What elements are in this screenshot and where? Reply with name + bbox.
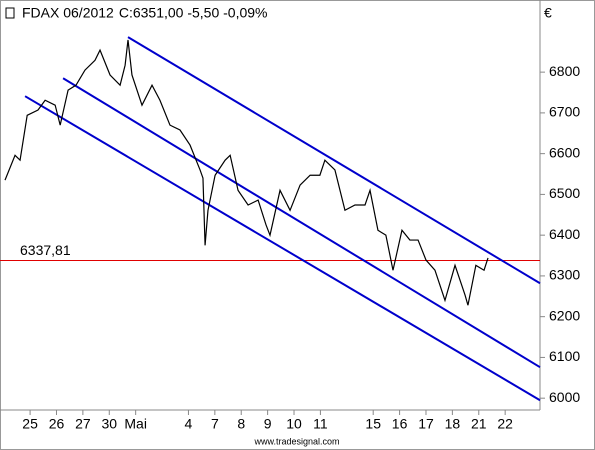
y-tick-label: 6100 bbox=[549, 348, 580, 364]
x-tick-label: 10 bbox=[286, 416, 302, 432]
chart-subtitle: C:6351,00 -5,50 -0,09% bbox=[119, 5, 268, 21]
x-tick-label: 7 bbox=[211, 416, 219, 432]
y-tick-label: 6700 bbox=[549, 104, 580, 120]
x-tick-label: 22 bbox=[497, 416, 513, 432]
x-tick-label: 21 bbox=[471, 416, 487, 432]
axis-unit: € bbox=[544, 5, 552, 21]
x-tick-label: 15 bbox=[365, 416, 381, 432]
y-tick-label: 6200 bbox=[549, 307, 580, 323]
x-tick-label: 30 bbox=[101, 416, 117, 432]
x-tick-label: 9 bbox=[264, 416, 272, 432]
x-tick-label: 16 bbox=[392, 416, 408, 432]
title-icon bbox=[5, 7, 15, 19]
price-line bbox=[4, 39, 489, 306]
y-tick-label: 6500 bbox=[549, 185, 580, 201]
source: www.tradesignal.com bbox=[253, 436, 339, 446]
y-tick-label: 6400 bbox=[549, 226, 580, 242]
x-tick-label: 17 bbox=[418, 416, 434, 432]
x-tick-label: Mai bbox=[124, 416, 147, 432]
x-tick-label: 8 bbox=[237, 416, 245, 432]
trend-line bbox=[24, 95, 541, 402]
trend-line bbox=[62, 77, 541, 369]
chart-title: FDAX 06/2012 bbox=[22, 5, 114, 21]
trend-line bbox=[127, 36, 541, 285]
reference-label: 6337,81 bbox=[20, 242, 71, 258]
y-tick-label: 6600 bbox=[549, 144, 580, 160]
x-tick-label: 18 bbox=[445, 416, 461, 432]
x-tick-label: 11 bbox=[313, 416, 328, 432]
x-tick-label: 4 bbox=[185, 416, 193, 432]
y-tick-label: 6800 bbox=[549, 63, 580, 79]
y-tick-label: 6000 bbox=[549, 389, 580, 405]
x-tick-label: 26 bbox=[49, 416, 65, 432]
y-tick-label: 6300 bbox=[549, 267, 580, 283]
x-tick-label: 27 bbox=[75, 416, 91, 432]
x-tick-label: 25 bbox=[22, 416, 38, 432]
